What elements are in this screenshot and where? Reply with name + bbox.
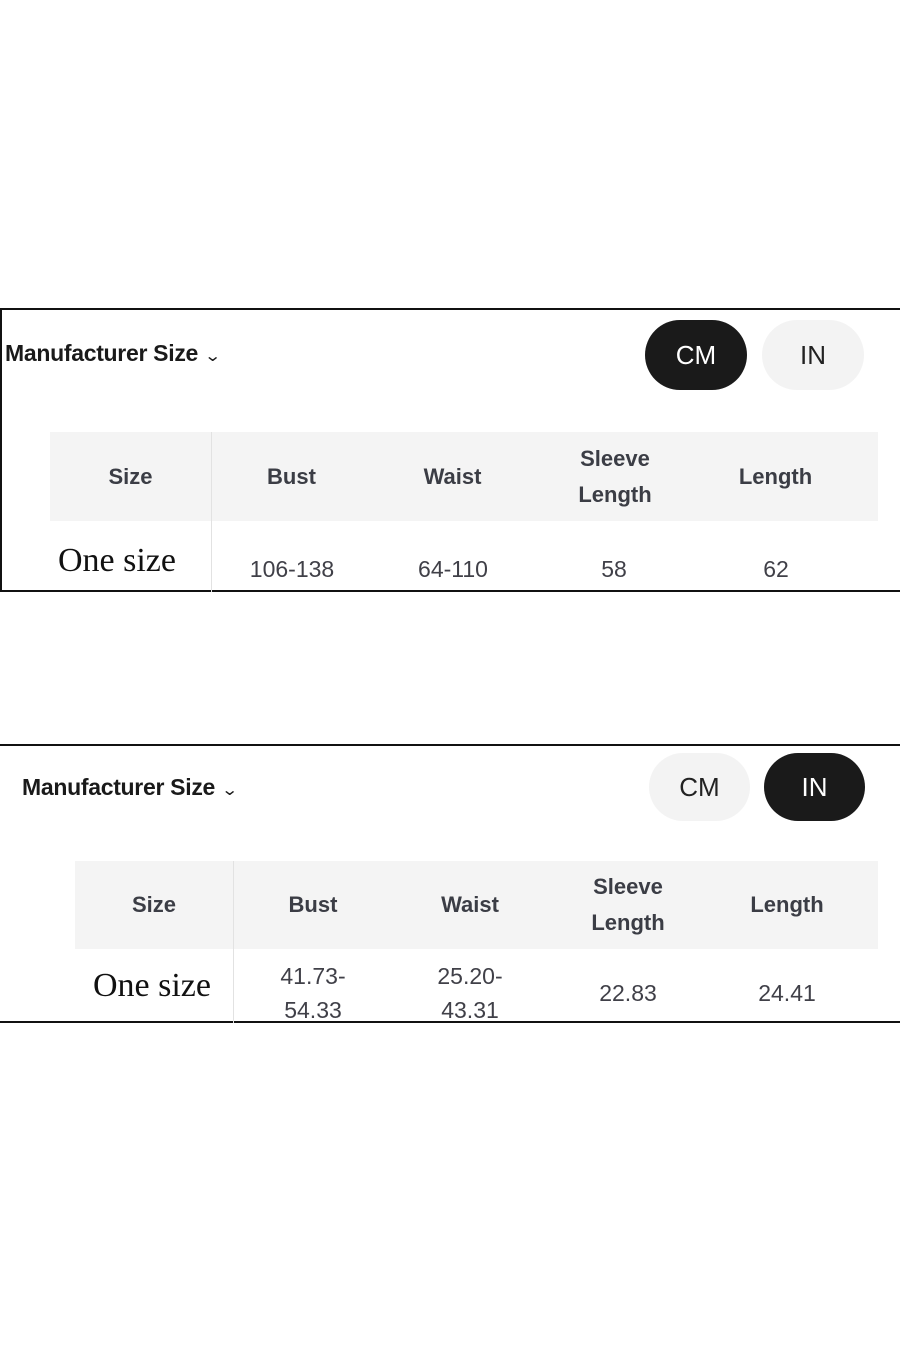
header-waist: Waist (423, 463, 482, 489)
chevron-down-icon: ⌄ (204, 348, 222, 365)
unit-toggle-in[interactable]: IN (764, 753, 865, 821)
dropdown-label: Manufacturer Size (5, 340, 199, 366)
cell-length: 62 (763, 556, 789, 582)
table-header: Size Bust Waist Sleeve Length Length (50, 432, 878, 521)
header-length: Length (750, 892, 824, 917)
table-header: Size Bust Waist Sleeve Length Length (75, 861, 878, 949)
header-size: Size (131, 892, 177, 917)
header-length: Length (738, 463, 813, 489)
cell-sleeve-length: 58 (601, 556, 627, 582)
chevron-down-icon: ⌄ (221, 782, 239, 799)
header-sleeve-length: Sleeve Length (591, 874, 665, 935)
cell-length: 24.41 (758, 980, 816, 1006)
header-sleeve-length: Sleeve Length (578, 445, 652, 507)
unit-toggle-cm[interactable]: CM (649, 753, 750, 821)
size-chart-cm: Manufacturer Size ⌄ CM IN Size Bust Waist… (0, 308, 900, 592)
dropdown-label: Manufacturer Size (22, 774, 216, 800)
cell-size: One size (92, 967, 211, 1004)
header-waist: Waist (441, 892, 499, 917)
cell-size: One size (57, 542, 176, 579)
cell-waist: 64-110 (418, 556, 488, 582)
cell-sleeve-length: 22.83 (599, 980, 657, 1006)
column-divider (211, 432, 212, 592)
manufacturer-size-dropdown[interactable]: Manufacturer Size ⌄ (22, 774, 239, 801)
cell-bust: 41.73-54.33 (280, 963, 346, 1023)
header-size: Size (108, 463, 153, 489)
size-chart-in: Manufacturer Size ⌄ CM IN Size Bust Waist… (0, 744, 900, 1023)
cell-waist: 25.20-43.31 (437, 963, 503, 1023)
column-divider (233, 861, 234, 1023)
manufacturer-size-dropdown[interactable]: Manufacturer Size ⌄ (5, 340, 222, 367)
cell-bust: 106-138 (249, 556, 335, 582)
header-bust: Bust (267, 463, 316, 489)
unit-toggle-cm[interactable]: CM (645, 320, 747, 390)
unit-toggle-in[interactable]: IN (762, 320, 864, 390)
header-bust: Bust (288, 892, 338, 917)
